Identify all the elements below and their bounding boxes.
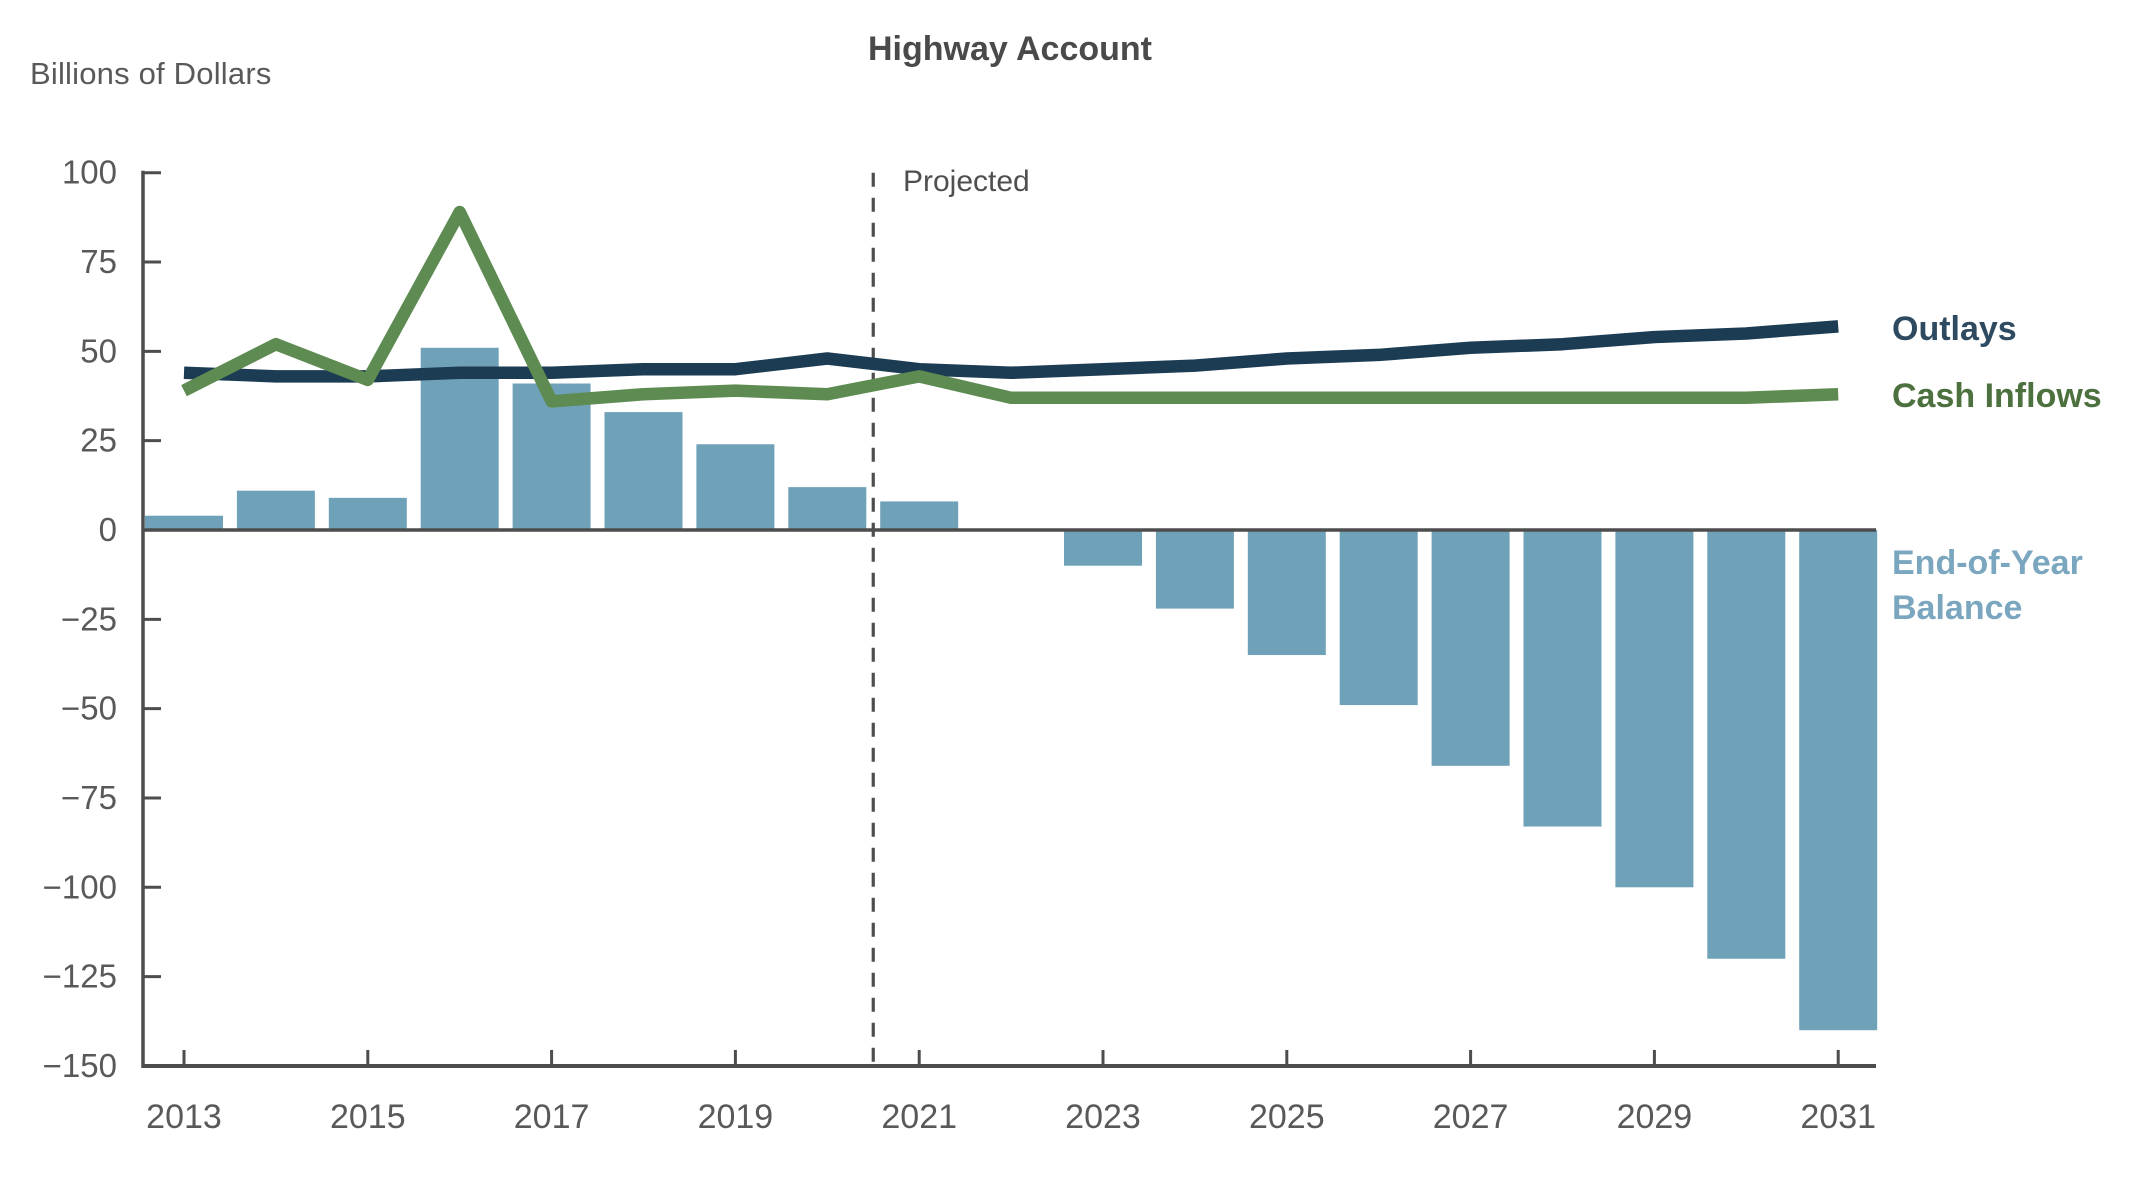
y-tick-label--75: −75: [61, 779, 117, 816]
x-tick-label-2029: 2029: [1617, 1098, 1693, 1136]
x-tick-label-2031: 2031: [1800, 1098, 1876, 1136]
bar-2024: [1155, 530, 1234, 609]
bar-2015: [328, 497, 407, 530]
x-tick-label-2017: 2017: [514, 1098, 590, 1136]
y-tick-label--100: −100: [43, 868, 117, 905]
y-tick-label--50: −50: [61, 690, 117, 727]
x-tick-label-2025: 2025: [1249, 1098, 1325, 1136]
bar-2031: [1799, 530, 1878, 1031]
bar-2017: [512, 383, 591, 530]
x-tick-label-2027: 2027: [1433, 1098, 1509, 1136]
y-tick-label-0: 0: [99, 511, 117, 548]
bar-2030: [1707, 530, 1786, 959]
y-tick-label-25: 25: [80, 422, 117, 459]
x-tick-label-2023: 2023: [1065, 1098, 1141, 1136]
outlays-series-label: Outlays: [1892, 310, 2017, 348]
end-of-year-balance-series-label-line2: Balance: [1892, 589, 2023, 627]
x-tick-label-2015: 2015: [330, 1098, 406, 1136]
y-tick-label--150: −150: [43, 1047, 117, 1084]
projected-annotation: Projected: [903, 165, 1030, 198]
bar-2023: [1064, 530, 1142, 566]
x-tick-label-2013: 2013: [146, 1098, 222, 1136]
y-axis-units-label: Billions of Dollars: [30, 56, 272, 91]
x-tick-label-2021: 2021: [881, 1098, 957, 1136]
bar-2019: [696, 444, 775, 530]
bar-2026: [1339, 530, 1418, 706]
bar-2020: [788, 487, 867, 530]
chart-title: Highway Account: [868, 30, 1152, 68]
cash-inflows-series-label: Cash Inflows: [1892, 377, 2102, 415]
y-tick-label-50: 50: [80, 332, 117, 369]
cash-inflows-line: [181, 205, 1839, 408]
end-of-year-balance-series-label-line1: End-of-Year: [1892, 544, 2083, 582]
bar-2013: [145, 515, 223, 530]
x-tick-label-2019: 2019: [698, 1098, 774, 1136]
bar-2028: [1523, 530, 1602, 827]
bar-2027: [1431, 530, 1510, 766]
y-tick-label-100: 100: [62, 154, 117, 191]
y-tick-label--25: −25: [61, 600, 117, 637]
bar-2025: [1247, 530, 1326, 656]
outlays-line: [183, 320, 1839, 383]
bar-2018: [604, 412, 683, 530]
y-tick-label--125: −125: [43, 958, 117, 995]
bar-2029: [1615, 530, 1694, 888]
bar-2014: [236, 490, 315, 530]
bar-2021: [880, 501, 959, 530]
y-tick-label-75: 75: [80, 243, 117, 280]
